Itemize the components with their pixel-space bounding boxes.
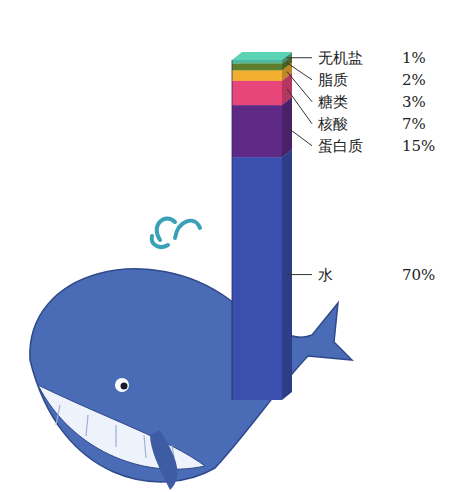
spout-curl <box>157 218 175 240</box>
whale-spout <box>152 218 200 246</box>
spout-curl <box>175 221 200 238</box>
whale-body <box>30 269 352 482</box>
whale-illustration <box>30 218 352 490</box>
bar-segment <box>232 60 282 63</box>
leader-line <box>287 89 312 124</box>
leader-line <box>287 127 312 146</box>
leader-line <box>287 57 312 58</box>
series-label: 水 <box>318 266 333 284</box>
bar-segment <box>232 63 282 70</box>
whale-stripe <box>86 415 88 436</box>
series-label: 无机盐 <box>318 49 363 67</box>
data-label: 15% <box>402 137 435 155</box>
series-label: 蛋白质 <box>318 137 363 155</box>
bar-segment <box>232 157 282 400</box>
leader-line <box>287 274 312 275</box>
leader-line <box>287 72 312 102</box>
data-label: 70% <box>402 266 435 284</box>
data-label: 2% <box>402 71 426 89</box>
whale-fin <box>150 430 177 490</box>
series-label: 糖类 <box>318 93 348 111</box>
bar-segment <box>232 70 282 80</box>
data-label: 7% <box>402 115 426 133</box>
data-label: 3% <box>402 93 426 111</box>
axis-domain <box>232 60 233 400</box>
whale-stripe <box>56 405 60 425</box>
leader-line <box>287 63 312 80</box>
data-label: 1% <box>402 49 426 67</box>
spout-curl <box>152 236 168 247</box>
bar-segment-top <box>232 52 292 60</box>
whale-stripe <box>115 425 116 447</box>
series-label: 脂质 <box>318 71 348 89</box>
chart: 无机盐 1% 脂质 2% 糖类 3% 核酸 7% 蛋白质 15% 水 70% <box>0 0 469 492</box>
bar-segment <box>232 81 282 105</box>
whale-eye <box>115 378 129 392</box>
whale-stripe <box>144 435 146 458</box>
series-label: 核酸 <box>317 115 348 133</box>
bar-group <box>232 52 292 400</box>
labels: 无机盐 1% 脂质 2% 糖类 3% 核酸 7% 蛋白质 15% 水 70% <box>287 49 435 284</box>
whale-belly <box>38 385 205 469</box>
whale-pupil <box>121 383 128 390</box>
bar-segment <box>232 105 282 157</box>
